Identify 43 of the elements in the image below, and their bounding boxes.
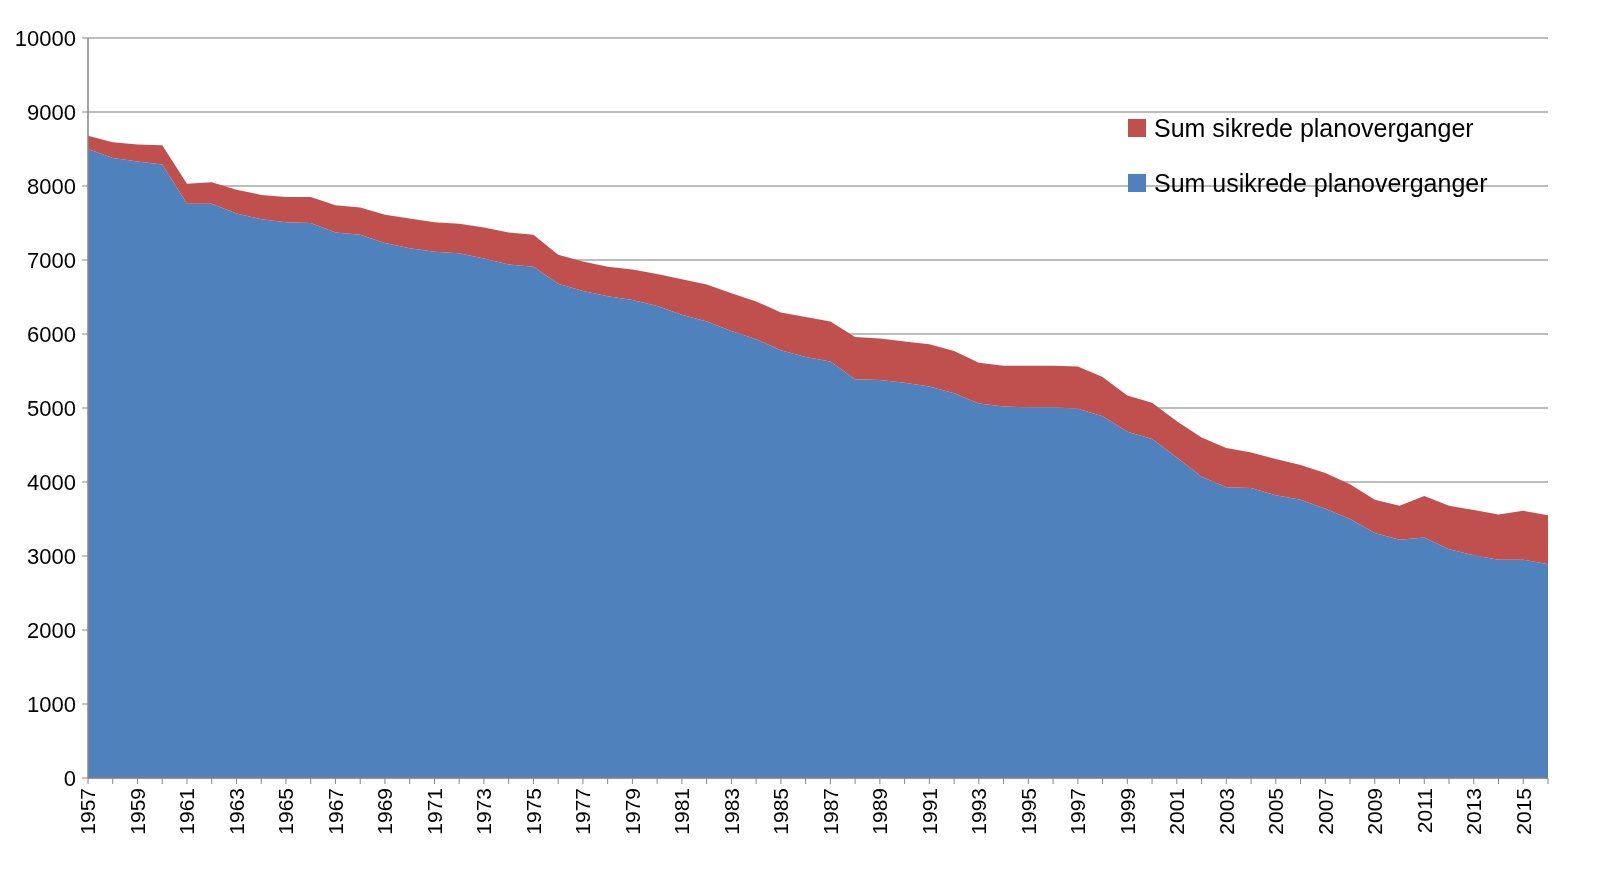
x-tick-label: 1987 [818,788,842,835]
legend-label: Sum sikrede planoverganger [1154,113,1474,142]
x-tick-label: 1973 [472,788,496,835]
x-tick-label: 2005 [1264,788,1288,835]
x-tick-label: 1967 [323,788,347,835]
x-tick-label: 1957 [76,788,100,835]
y-tick-label: 6000 [27,321,76,347]
legend-label: Sum usikrede planoverganger [1154,168,1488,197]
x-tick-label: 2003 [1214,788,1238,835]
y-tick-label: 7000 [27,247,76,273]
y-tick-label: 10000 [14,25,76,51]
x-tick-label: 1989 [868,788,892,835]
y-tick-label: 8000 [27,173,76,199]
x-tick-label: 1975 [521,788,545,835]
x-tick-label: 2013 [1462,788,1486,835]
x-tick-label: 1999 [1115,788,1139,835]
x-tick-label: 1969 [373,788,397,835]
x-tick-label: 1959 [125,788,149,835]
y-tick-label: 0 [63,765,76,791]
x-tick-label: 1995 [1016,788,1040,835]
y-tick-label: 9000 [27,99,76,125]
x-tick-label: 1979 [620,788,644,835]
x-tick-label: 1977 [571,788,595,835]
y-tick-label: 3000 [27,543,76,569]
x-tick-label: 2011 [1412,788,1436,834]
x-tick-label: 1961 [175,788,199,835]
x-tick-label: 2009 [1363,788,1387,835]
x-tick-label: 1965 [274,788,298,835]
y-tick-label: 2000 [27,617,76,643]
x-tick-label: 1983 [719,788,743,835]
x-tick-label: 2007 [1313,788,1337,835]
x-tick-label: 1985 [769,788,793,835]
y-tick-label: 4000 [27,469,76,495]
x-tick-label: 1993 [967,788,991,835]
x-tick-label: 1981 [670,788,694,835]
y-tick-label: 5000 [27,395,76,421]
y-tick-label: 1000 [27,691,76,717]
x-tick-label: 2001 [1165,788,1189,835]
x-tick-label: 1971 [422,788,446,835]
x-tick-label: 1991 [917,788,941,835]
x-tick-label: 2015 [1511,788,1535,835]
x-tick-label: 1997 [1066,788,1090,835]
x-tick-label: 1963 [224,788,248,835]
